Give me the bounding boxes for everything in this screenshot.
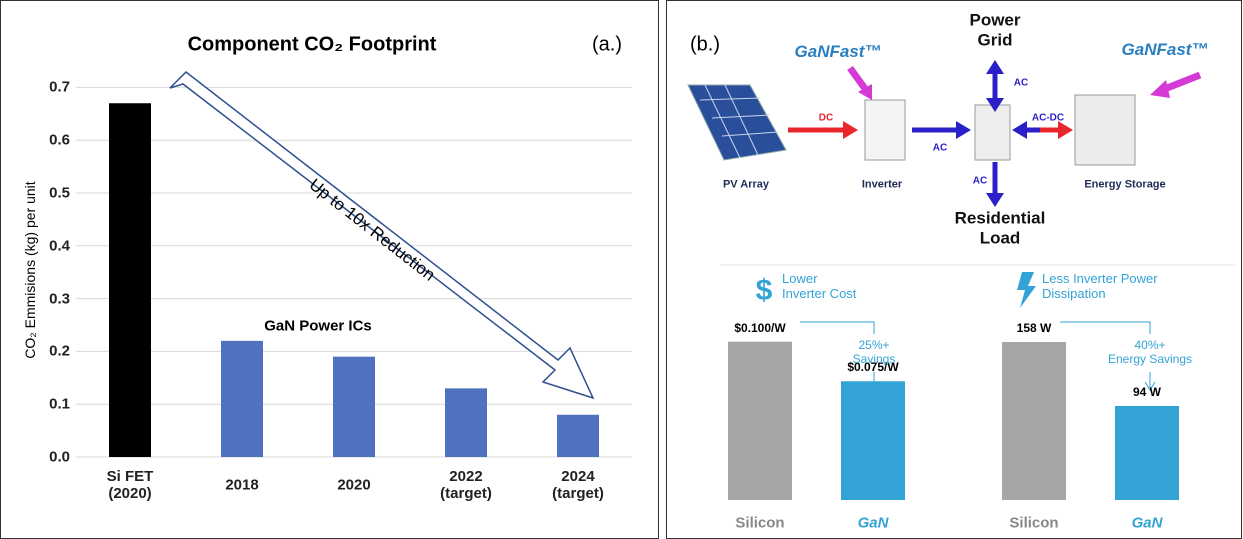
x-tick-label: 2024 (target) [552,468,604,503]
solar-panel [688,85,786,160]
annotation: 25%+ Savings [853,339,896,367]
x-tick-label: GaN [1132,514,1163,531]
arrowhead [1150,80,1170,98]
x-tick-label: Silicon [1009,514,1058,531]
node-label: Energy Storage [1084,179,1165,192]
dollar-icon: $ [756,274,773,307]
bar [109,103,151,457]
logo-arrow [850,68,866,90]
bar [445,388,487,457]
node-label: PV Array [723,179,769,192]
annotation: 40%+ Energy Savings [1108,339,1192,367]
group-label: GaN Power ICs [264,317,372,334]
value-label: 158 W [1017,322,1052,336]
chart-title: Component CO₂ Footprint [188,34,437,57]
arrowhead [986,60,1004,74]
bar [728,342,792,500]
chart-title: Less Inverter Power Dissipation [1042,272,1158,302]
junction-box [975,105,1010,160]
panel-label: (a.) [592,34,622,57]
x-tick-label: 2020 [337,476,370,493]
bolt-icon [1017,272,1036,308]
storage-box [1075,95,1135,165]
x-tick-label: 2022 (target) [440,468,492,503]
y-tick-label: 0.1 [49,396,70,413]
bars [76,87,1179,500]
bar [1002,342,1066,500]
arrowhead [956,121,971,139]
y-tick-label: 0.6 [49,132,70,149]
x-tick-label: GaN [858,514,889,531]
y-tick-label: 0.7 [49,79,70,96]
link-label: AC [933,142,947,154]
bar [1115,406,1179,500]
panel-a-frame [1,1,659,539]
y-tick-label: 0.4 [49,237,70,254]
inverter-box [865,100,905,160]
y-tick-label: 0.2 [49,343,70,360]
node-label: Residential Load [955,208,1046,247]
arrowhead [1012,121,1027,139]
y-axis-label: CO₂ Emmisions (kg) per unit [22,181,38,358]
bar [333,357,375,457]
figure-graphics: $ [0,0,1243,539]
link-label: DC [819,112,833,124]
link-label: AC-DC [1032,112,1064,124]
bar [557,415,599,457]
y-tick-label: 0.0 [49,448,70,465]
panel-label: (b.) [690,34,720,57]
x-tick-label: 2018 [225,476,258,493]
x-tick-label: Si FET (2020) [107,468,154,503]
bar [841,381,905,500]
x-tick-label: Silicon [735,514,784,531]
link-label: AC [1014,77,1028,89]
y-tick-label: 0.5 [49,184,70,201]
arrowhead [843,121,858,139]
y-tick-label: 0.3 [49,290,70,307]
node-label: Power Grid [969,10,1020,49]
link-label: AC [973,175,987,187]
logo: GaNFast™ [795,42,882,62]
value-label: $0.100/W [734,322,785,336]
node-label: Inverter [862,179,902,192]
figure: $ 0.0 0.1 0.2 0.3 0.4 0.5 0.6 0.7 Si FET (2020) 2… [0,0,1243,539]
value-label: 94 W [1133,386,1161,400]
chart-title: Lower Inverter Cost [782,272,856,302]
logo: GaNFast™ [1122,40,1209,60]
arrowhead [986,193,1004,207]
bar [221,341,263,457]
